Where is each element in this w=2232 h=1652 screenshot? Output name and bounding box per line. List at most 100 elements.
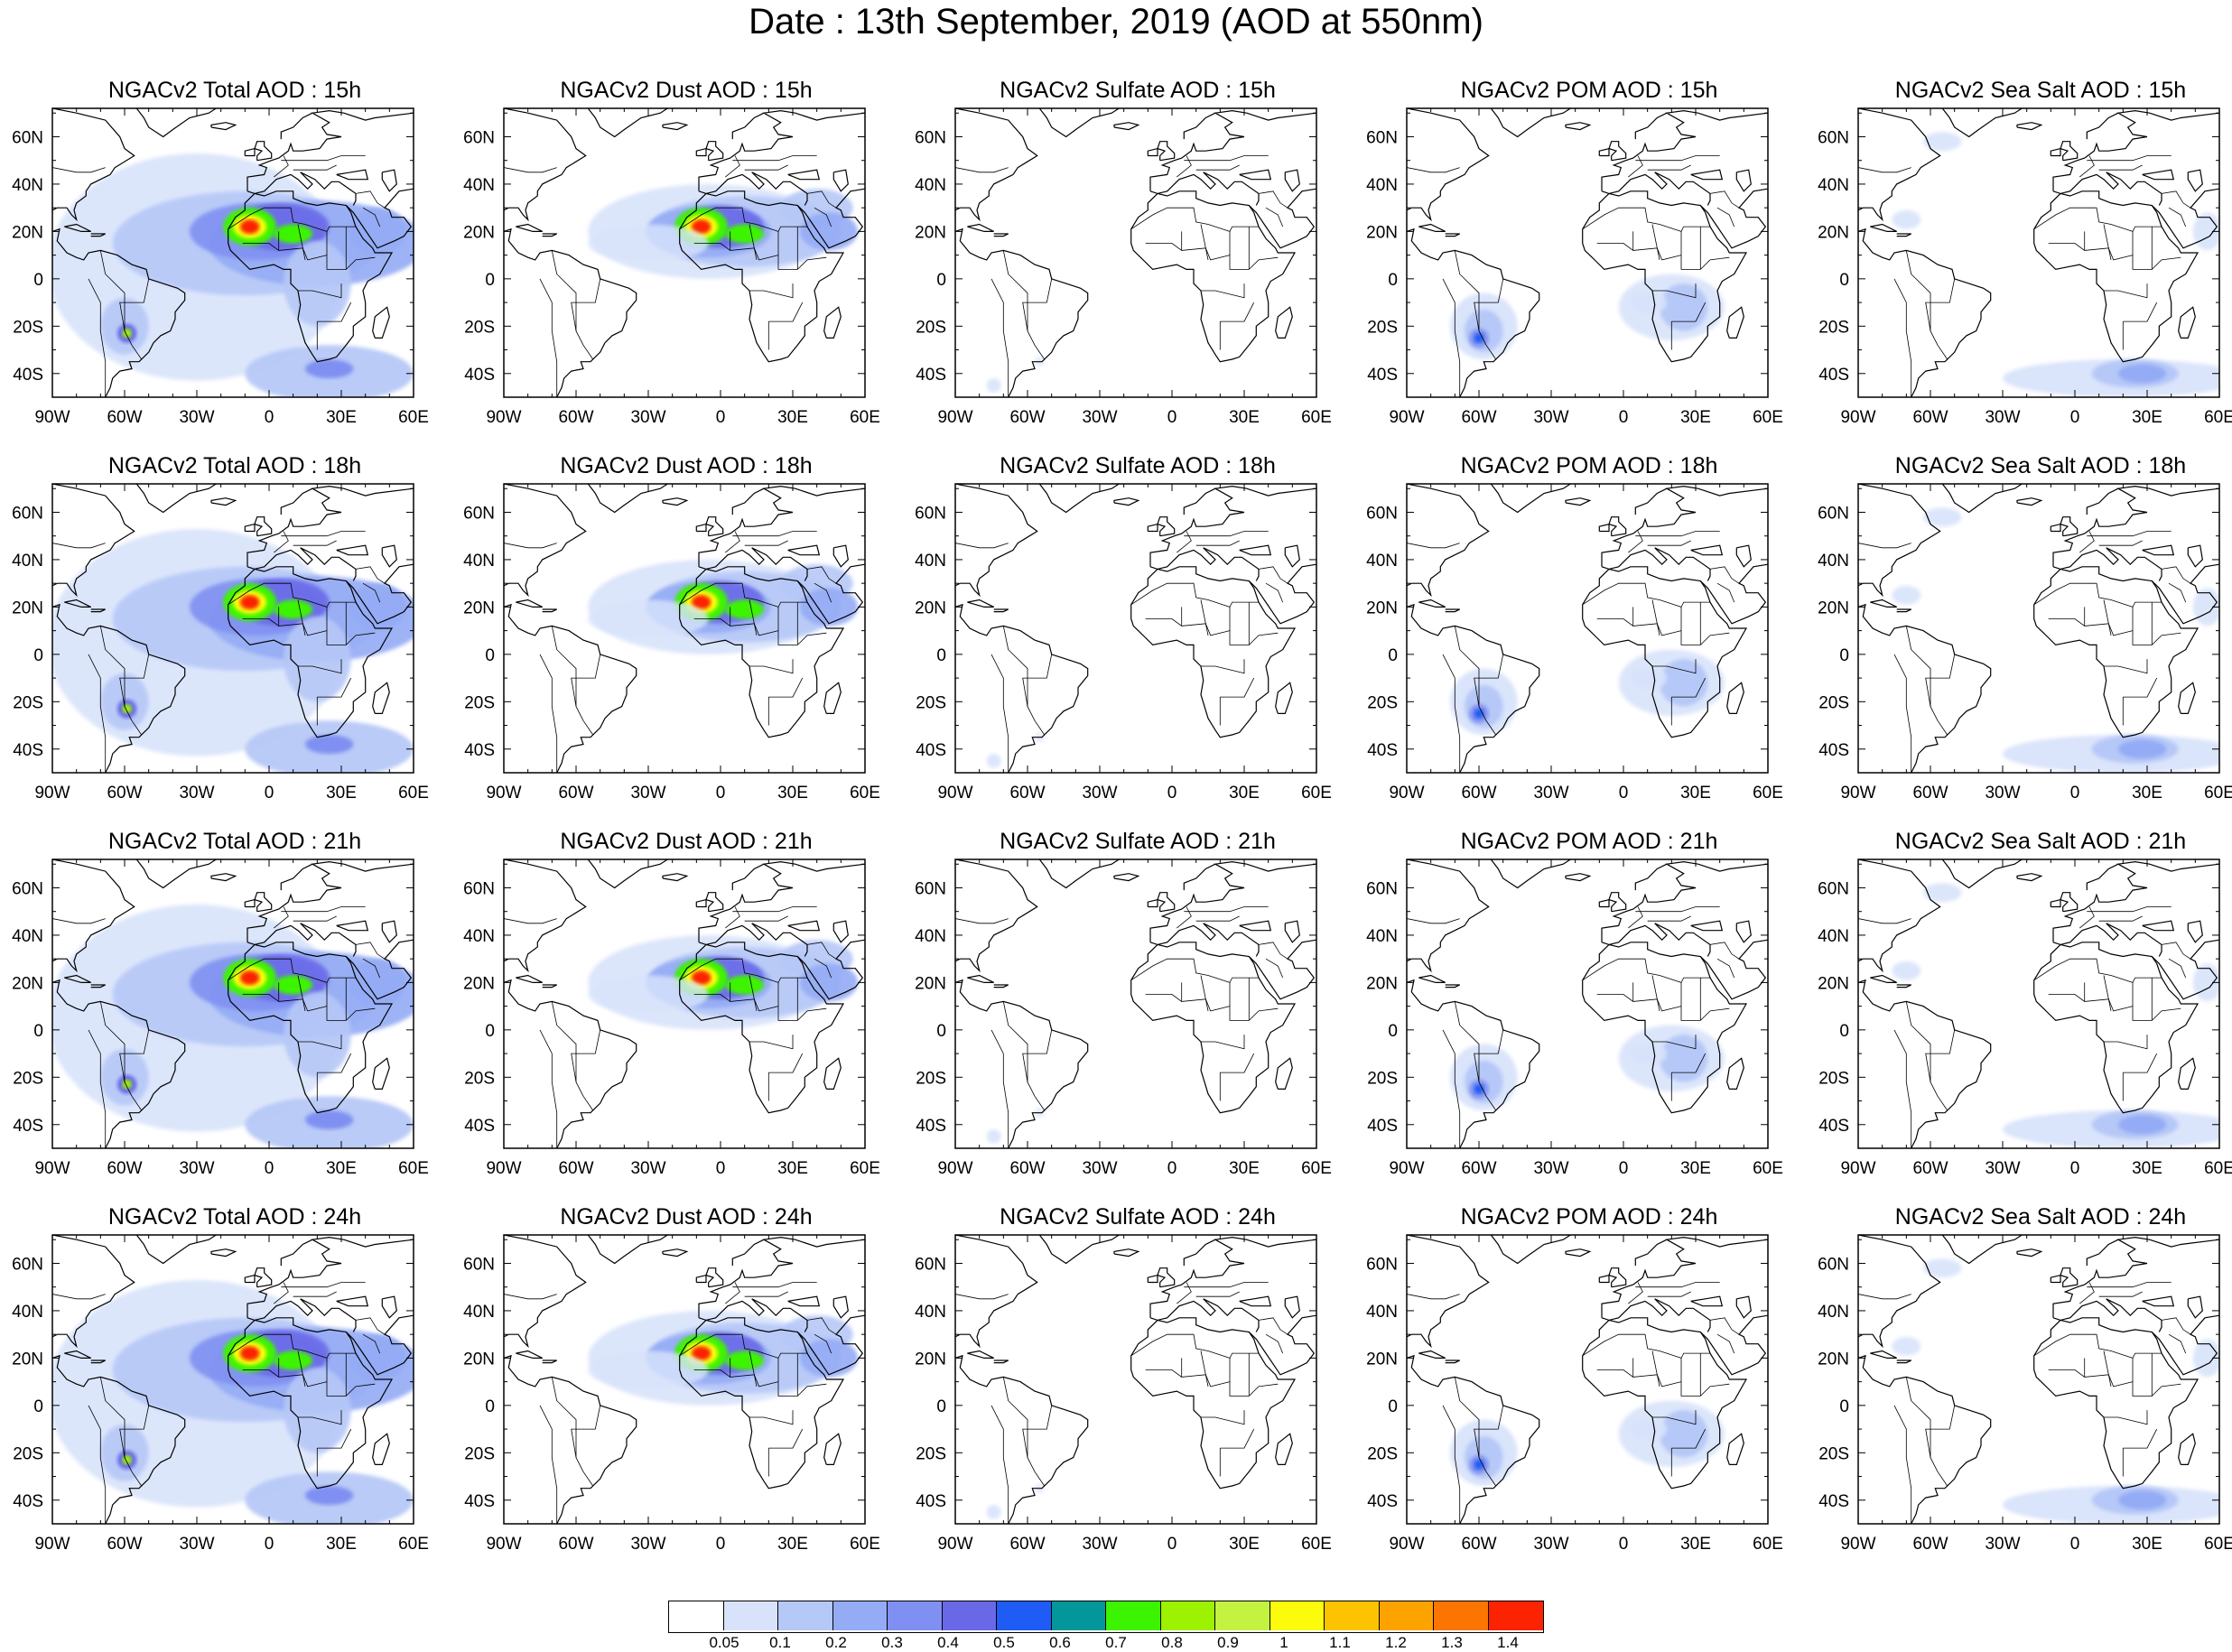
lon-tick-label: 60W (107, 784, 142, 803)
coastline (64, 223, 91, 232)
country-border (2123, 677, 2158, 698)
lat-tick-label: 60N (915, 128, 946, 147)
coastline (1601, 860, 1768, 942)
lon-tick-label: 60W (1912, 408, 1948, 427)
colorbar-label: 0.4 (937, 1634, 959, 1651)
country-border (1220, 1053, 1255, 1073)
coastline (246, 485, 414, 567)
country-border (1474, 1029, 1504, 1082)
lat-tick-label: 40S (464, 1117, 495, 1136)
coastline (1407, 979, 1540, 1148)
country-border (1858, 918, 1911, 924)
country-border (1442, 654, 1461, 773)
coastline (542, 984, 557, 988)
lat-tick-label: 0 (936, 1397, 946, 1416)
coastline (1130, 190, 1297, 363)
lat-tick-label: 0 (1839, 646, 1849, 665)
country-border (1454, 1377, 1497, 1487)
colorbar-label: 1 (1279, 1634, 1288, 1651)
country-border (1201, 1410, 1245, 1425)
map-panel: NGACv2 Total AOD : 24h 90W 60W 30W 0 30E 60E 60… (0, 1203, 451, 1555)
aod-contour (284, 1367, 351, 1453)
country-border (2033, 582, 2162, 608)
lat-tick-label: 20N (463, 223, 495, 242)
aod-contour (588, 599, 709, 638)
lon-tick-label: 30E (777, 408, 808, 427)
coastline (280, 863, 313, 891)
coastline (1149, 547, 1260, 581)
coastline (1858, 484, 1941, 598)
country-border (1582, 1333, 1710, 1359)
coastline (90, 608, 106, 613)
country-border (2098, 540, 2143, 546)
coastline (1870, 974, 1897, 983)
map-frame (503, 483, 866, 774)
lat-tick-label: 60N (1818, 504, 1849, 523)
map-panel: NGACv2 Total AOD : 21h 90W 60W 30W 0 30E 60E 60… (0, 828, 451, 1180)
lon-tick-label: 90W (34, 784, 70, 803)
coastline (1147, 1274, 1158, 1284)
coastline (1239, 920, 1272, 932)
lat-tick-label: 20N (1366, 974, 1398, 993)
coastline (542, 233, 557, 237)
lat-tick-label: 60N (1366, 128, 1398, 147)
lat-tick-label: 0 (33, 1397, 43, 1416)
colorbar-swatch (1434, 1601, 1489, 1630)
coastline (254, 892, 273, 913)
map-frame (954, 858, 1317, 1149)
coastline (823, 682, 842, 714)
lon-tick-label: 30E (1229, 784, 1260, 803)
coastline (1239, 1295, 1272, 1307)
country-border (297, 224, 306, 260)
country-border (362, 582, 381, 603)
country-border (1442, 278, 1461, 397)
coastline (1608, 1267, 1627, 1288)
lat-tick-label: 40S (1367, 1492, 1398, 1511)
lat-tick-label: 60N (12, 504, 43, 523)
country-border (274, 531, 289, 553)
panel-title: NGACv2 Sulfate AOD : 15h (1000, 78, 1276, 103)
country-border (1184, 531, 1269, 537)
colorbar-swatch (669, 1601, 724, 1630)
map-frame (51, 483, 414, 774)
lon-tick-label: 60W (558, 1535, 593, 1554)
aod-contour (986, 754, 1001, 768)
map-frame (503, 858, 866, 1149)
country-border (571, 278, 601, 331)
country-border (732, 155, 817, 162)
lon-tick-label: 0 (2070, 784, 2080, 803)
country-border (1716, 1333, 1735, 1354)
coastline (705, 141, 724, 162)
country-border (504, 167, 557, 173)
coastline (1601, 172, 1711, 206)
country-border (1474, 1405, 1504, 1458)
map-frame (51, 858, 414, 1149)
country-border (119, 654, 150, 707)
aod-contour (1923, 1258, 1962, 1278)
lat-tick-label: 60N (12, 128, 43, 147)
coastline (1726, 1433, 1744, 1465)
coastline (2142, 169, 2175, 181)
panel-title: NGACv2 Sea Salt AOD : 21h (1894, 829, 2187, 854)
country-border (1195, 915, 1240, 922)
country-border (119, 278, 150, 331)
coastline (832, 544, 849, 568)
lat-tick-label: 40N (1366, 927, 1398, 946)
colorbar-swatch (888, 1601, 943, 1630)
lat-tick-label: 60N (1366, 1255, 1398, 1274)
coastline (1418, 599, 1446, 608)
lon-tick-label: 30W (1985, 408, 2020, 427)
country-border (1596, 994, 1730, 1021)
coastline (246, 109, 414, 191)
country-border (1195, 164, 1240, 171)
coastline (64, 1350, 91, 1359)
lat-tick-label: 20N (1366, 1350, 1398, 1369)
coastline (2050, 1274, 2061, 1284)
country-border (1201, 659, 1245, 674)
lon-tick-label: 30W (1082, 408, 1117, 427)
country-border (1265, 958, 1284, 979)
aod-contour (1892, 585, 1921, 605)
coastline (993, 608, 1009, 613)
coastline (1157, 141, 1176, 162)
map-frame (51, 1234, 414, 1525)
